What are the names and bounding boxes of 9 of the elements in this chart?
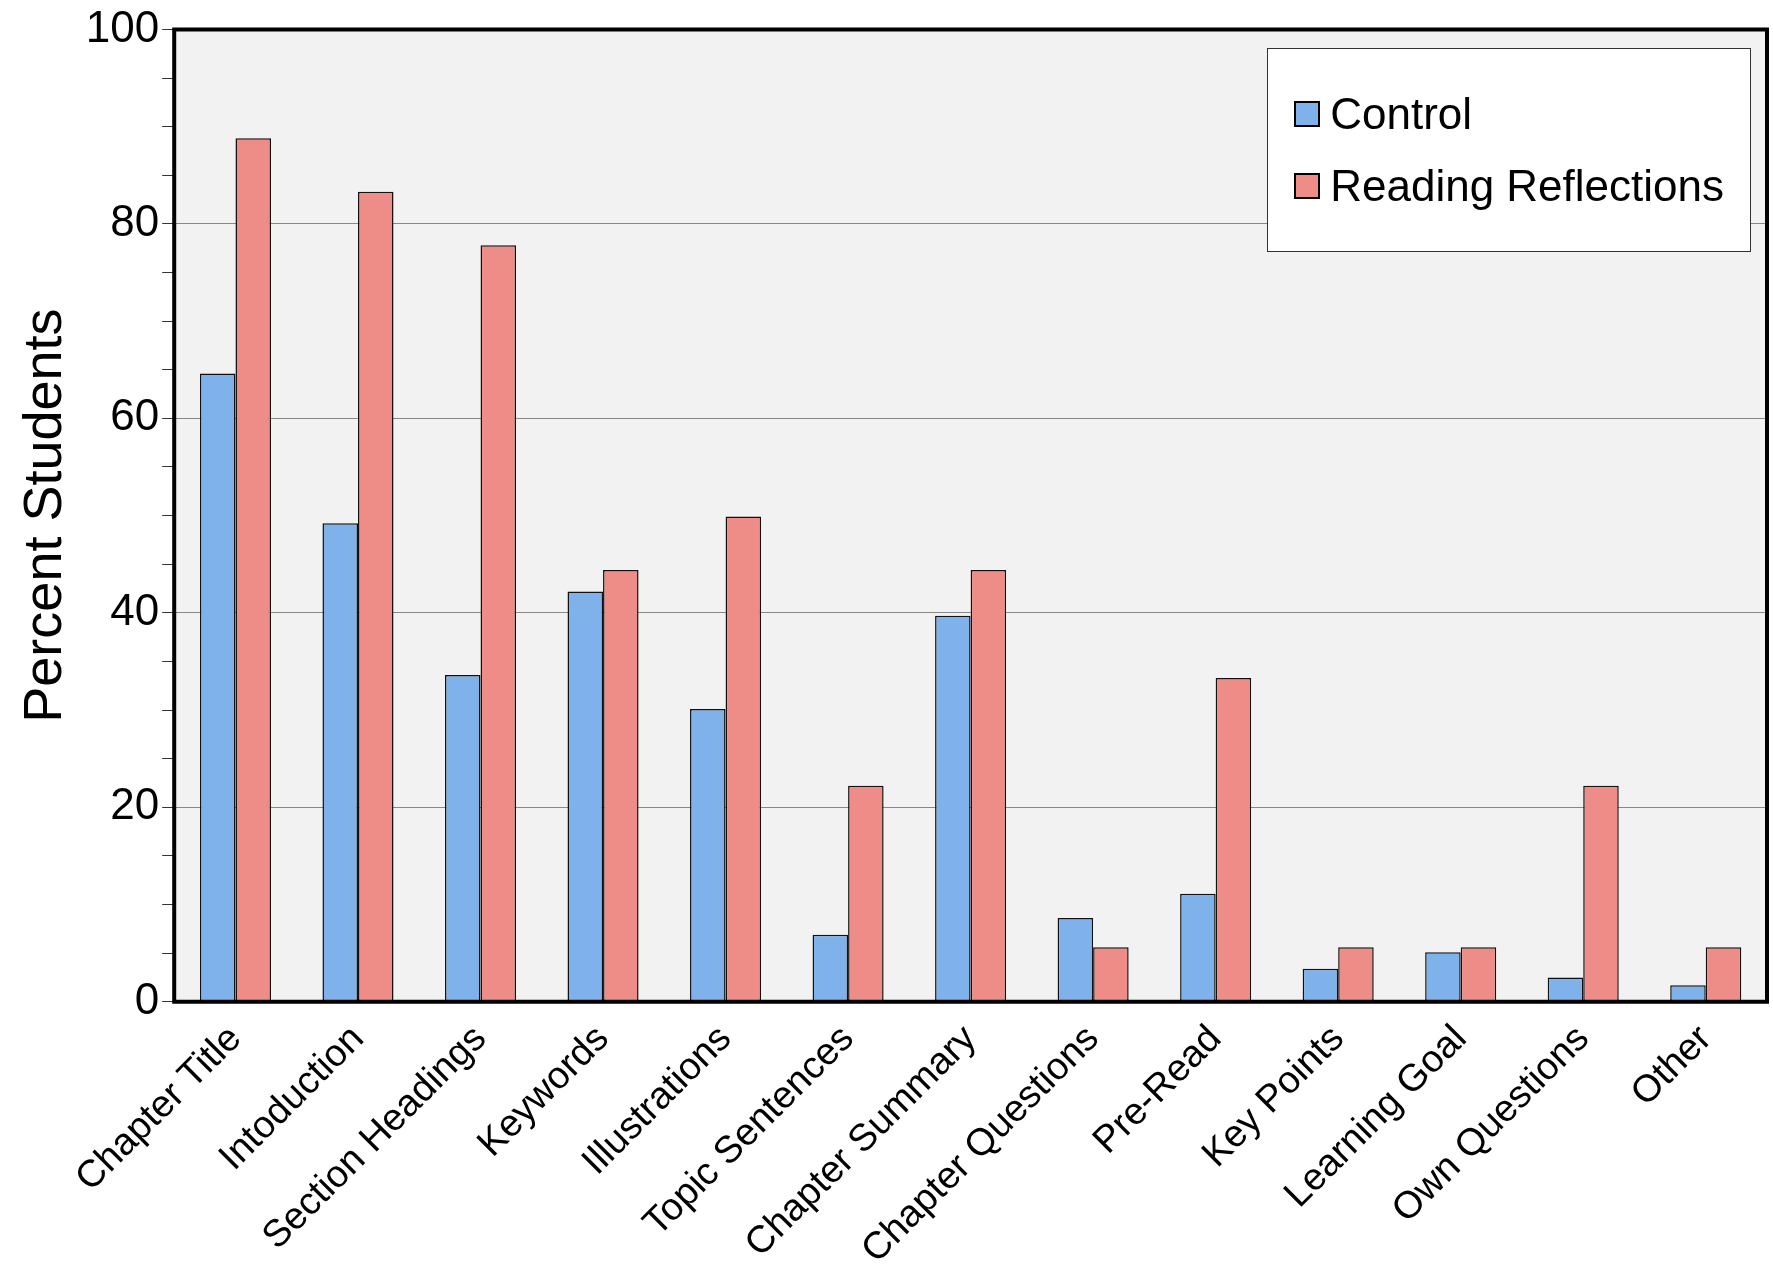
y-tick-label: 40 [110,584,160,634]
y-tick-label: 0 [134,973,160,1023]
y-tick-label: 60 [110,390,160,440]
legend-label: Control [1329,89,1474,139]
y-tick-label: 80 [110,196,160,245]
y-tick-label: 100 [85,1,160,51]
legend-label: Reading Reflections [1329,161,1724,211]
y-axis-title: Percent Students [12,308,73,723]
y-tick-label: 20 [110,779,160,829]
